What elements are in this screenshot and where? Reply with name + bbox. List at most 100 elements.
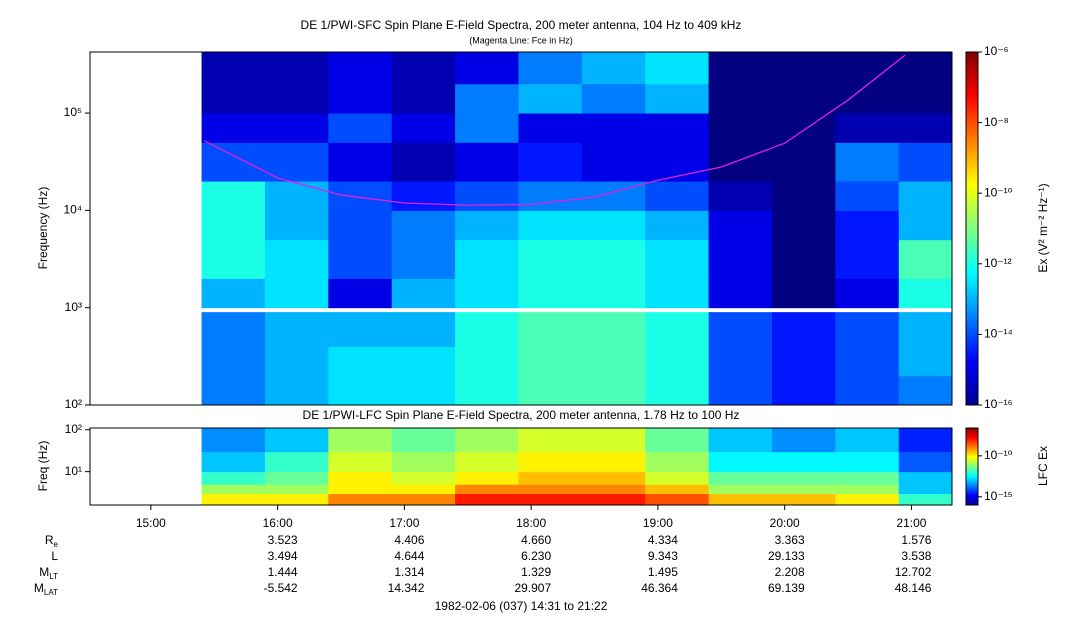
heatmap-cell xyxy=(518,239,583,279)
heatmap-cell xyxy=(581,113,646,143)
heatmap-cell xyxy=(645,346,710,377)
x-tick-label: 21:00 xyxy=(896,516,926,530)
heatmap-cell xyxy=(771,142,836,182)
y-tick-label: 10² xyxy=(65,397,82,411)
heatmap-cell xyxy=(328,375,393,405)
row-label-main: M xyxy=(39,565,49,579)
y-axis-label: Freq (Hz) xyxy=(36,441,50,492)
heatmap-cell xyxy=(328,428,393,453)
heatmap-cell xyxy=(264,451,329,473)
heatmap-cell xyxy=(391,471,456,485)
heatmap-cell xyxy=(201,346,266,377)
heatmap-cell xyxy=(201,428,266,453)
cell: 1.314 xyxy=(394,565,424,579)
heatmap xyxy=(201,428,953,506)
heatmap-cell xyxy=(518,484,583,495)
colorbar xyxy=(966,428,978,505)
heatmap-cell xyxy=(518,346,583,377)
heatmap-cell xyxy=(455,312,519,347)
heatmap-cell xyxy=(455,142,519,182)
chart-title: DE 1/PWI-SFC Spin Plane E-Field Spectra,… xyxy=(301,18,742,32)
heatmap-cell xyxy=(391,52,456,85)
heatmap-cell xyxy=(835,278,900,309)
heatmap-cell xyxy=(328,83,393,114)
heatmap-cell xyxy=(581,484,646,495)
heatmap-cell xyxy=(581,471,646,485)
heatmap-cell xyxy=(581,428,646,453)
heatmap-cell xyxy=(264,278,329,309)
row-label-sub: LT xyxy=(49,572,58,581)
heatmap-cell xyxy=(898,181,952,211)
heatmap-cell xyxy=(391,346,456,377)
x-tick-label: 17:00 xyxy=(389,516,419,530)
heatmap-cell xyxy=(391,493,456,506)
heatmap-cell xyxy=(328,312,393,347)
heatmap-cell xyxy=(518,375,583,405)
heatmap-cell xyxy=(771,181,836,211)
heatmap-cell xyxy=(771,52,836,85)
heatmap-cell xyxy=(771,83,836,114)
y-tick-label: 10³ xyxy=(65,300,82,314)
cell: 46.364 xyxy=(641,581,678,595)
heatmap-cell xyxy=(264,346,329,377)
y-axis-label: Frequency (Hz) xyxy=(36,187,50,270)
heatmap-cell xyxy=(581,278,646,309)
heatmap-cell xyxy=(645,471,710,485)
colorbar-frame xyxy=(965,427,979,506)
cell: 1.329 xyxy=(521,565,551,579)
row-label-sub: e xyxy=(54,540,59,549)
row-label: L xyxy=(51,549,58,563)
cell: 3.494 xyxy=(268,549,298,563)
heatmap-cell xyxy=(455,239,519,279)
heatmap-cell xyxy=(645,428,710,453)
heatmap-cell xyxy=(391,428,456,453)
heatmap-cell xyxy=(455,375,519,405)
heatmap-cell xyxy=(771,428,836,453)
heatmap-cell xyxy=(455,493,519,506)
heatmap-cell xyxy=(201,471,266,485)
heatmap-cell xyxy=(201,83,266,114)
heatmap-cell xyxy=(898,471,953,485)
heatmap-cell xyxy=(835,428,900,453)
x-tick-label: 18:00 xyxy=(516,516,546,530)
x-tick-label: 20:00 xyxy=(770,516,800,530)
heatmap-cell xyxy=(264,493,329,506)
heatmap-cell xyxy=(455,181,519,211)
heatmap-cell xyxy=(264,142,329,182)
heatmap-cell xyxy=(328,471,393,485)
heatmap-cell xyxy=(264,239,329,279)
heatmap-cell xyxy=(455,52,519,85)
cell: 69.139 xyxy=(768,581,805,595)
row-label-main: M xyxy=(34,581,44,595)
heatmap-cell xyxy=(264,181,329,211)
heatmap-cell xyxy=(455,428,519,453)
heatmap-cell xyxy=(328,451,393,473)
heatmap-cell xyxy=(328,239,393,279)
cell: 4.334 xyxy=(648,533,678,547)
heatmap-cell xyxy=(645,278,710,309)
heatmap-cell xyxy=(835,471,900,485)
heatmap-cell xyxy=(771,210,836,241)
row-label-main: R xyxy=(45,533,54,547)
heatmap-cell xyxy=(835,83,900,114)
heatmap-cell xyxy=(391,210,456,241)
heatmap-cell xyxy=(898,210,952,241)
heatmap-cell xyxy=(898,493,953,506)
heatmap-cell xyxy=(708,375,773,405)
fce-line xyxy=(203,54,906,206)
heatmap-cell xyxy=(328,484,393,495)
heatmap-cell xyxy=(455,451,519,473)
heatmap xyxy=(201,52,952,405)
heatmap-cell xyxy=(835,210,900,241)
heatmap-cell xyxy=(581,493,646,506)
heatmap-cell xyxy=(898,142,952,182)
heatmap-cell xyxy=(835,142,900,182)
heatmap-cell xyxy=(455,484,519,495)
heatmap-cell xyxy=(264,210,329,241)
heatmap-cell xyxy=(645,210,710,241)
heatmap-cell xyxy=(835,52,900,85)
heatmap-cell xyxy=(645,181,710,211)
heatmap-cell xyxy=(708,142,773,182)
heatmap-cell xyxy=(898,346,952,377)
